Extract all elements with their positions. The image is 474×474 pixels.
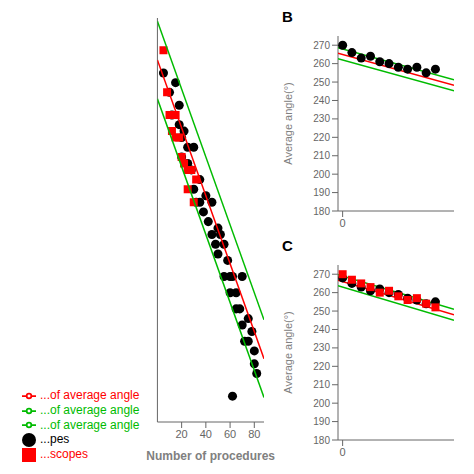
- svg-text:180: 180: [313, 206, 330, 217]
- svg-text:Average angle(°): Average angle(°): [282, 82, 294, 164]
- svg-text:260: 260: [313, 58, 330, 69]
- svg-text:190: 190: [313, 187, 330, 198]
- svg-text:210: 210: [313, 150, 330, 161]
- svg-text:220: 220: [313, 361, 330, 372]
- svg-text:230: 230: [313, 342, 330, 353]
- svg-text:Average angle(°): Average angle(°): [282, 311, 294, 393]
- svg-text:270: 270: [313, 269, 330, 280]
- svg-text:250: 250: [313, 77, 330, 88]
- svg-text:210: 210: [313, 379, 330, 390]
- svg-text:40: 40: [200, 428, 212, 440]
- svg-text:260: 260: [313, 287, 330, 298]
- svg-text:200: 200: [313, 169, 330, 180]
- svg-text:Number of procedures: Number of procedures: [146, 449, 275, 463]
- svg-text:80: 80: [248, 428, 260, 440]
- svg-text:270: 270: [313, 40, 330, 51]
- svg-text:240: 240: [313, 324, 330, 335]
- svg-text:0: 0: [340, 217, 346, 229]
- svg-text:20: 20: [176, 428, 188, 440]
- svg-text:180: 180: [313, 435, 330, 446]
- html-text:...of average angle: ...of average angle: [40, 387, 140, 402]
- svg-text:220: 220: [313, 132, 330, 143]
- svg-text:250: 250: [313, 306, 330, 317]
- html-text:...of average angle: ...of average angle: [40, 402, 140, 417]
- html-text:...pes: ...pes: [40, 432, 70, 447]
- html-text:...scopes: ...scopes: [40, 447, 88, 462]
- svg-text:190: 190: [313, 416, 330, 427]
- svg-text:200: 200: [313, 398, 330, 409]
- svg-text:0: 0: [340, 446, 346, 458]
- html-text:B: B: [282, 8, 293, 25]
- svg-text:240: 240: [313, 95, 330, 106]
- html-text:...of average angle: ...of average angle: [40, 417, 140, 432]
- svg-text:60: 60: [224, 428, 236, 440]
- html-text:C: C: [282, 237, 293, 254]
- svg-text:230: 230: [313, 113, 330, 124]
